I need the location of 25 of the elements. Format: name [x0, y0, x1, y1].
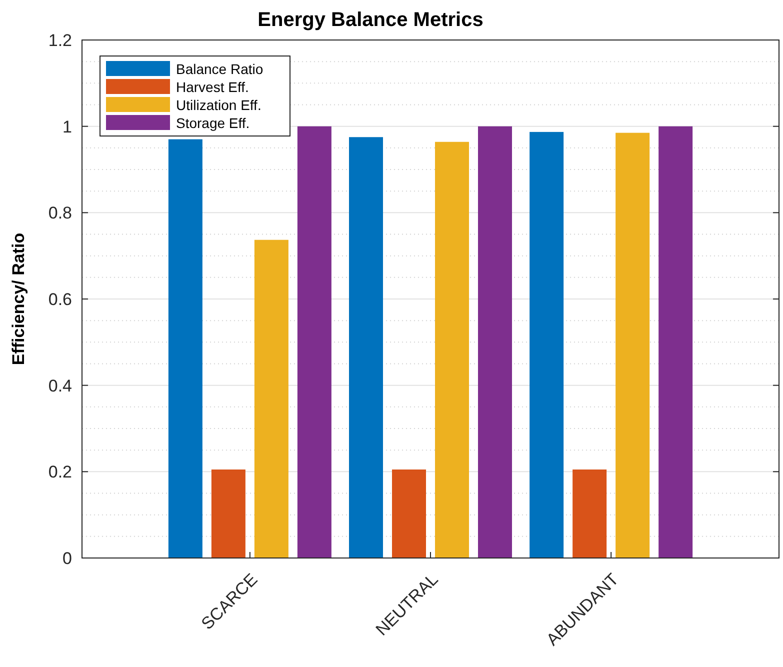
- y-tick-label: 0.4: [48, 376, 72, 396]
- y-tick-label: 0.8: [48, 204, 72, 223]
- bar: [392, 470, 426, 558]
- bar: [435, 142, 469, 558]
- chart-title: Energy Balance Metrics: [258, 9, 484, 31]
- y-tick-label: 1: [62, 117, 72, 136]
- y-tick-label: 0.2: [48, 462, 72, 482]
- legend-label: Harvest Eff.: [176, 78, 249, 95]
- bar: [616, 132, 650, 558]
- y-tick-label: 0.6: [48, 290, 72, 309]
- bar: [572, 470, 607, 558]
- bar: [658, 126, 693, 558]
- y-axis-title: Efficiency/ Ratio: [9, 232, 28, 366]
- legend-label: Utilization Eff.: [176, 96, 262, 113]
- y-tick-label: 1.2: [48, 30, 72, 50]
- bar: [478, 126, 512, 558]
- bar: [168, 139, 202, 558]
- legend-label: Balance Ratio: [176, 60, 264, 77]
- bar: [211, 470, 246, 558]
- bar: [349, 137, 383, 558]
- legend-label: Storage Eff.: [176, 114, 250, 131]
- bar: [297, 126, 332, 558]
- bar: [530, 132, 564, 558]
- y-tick-label: 0: [62, 548, 72, 568]
- bar: [254, 240, 288, 558]
